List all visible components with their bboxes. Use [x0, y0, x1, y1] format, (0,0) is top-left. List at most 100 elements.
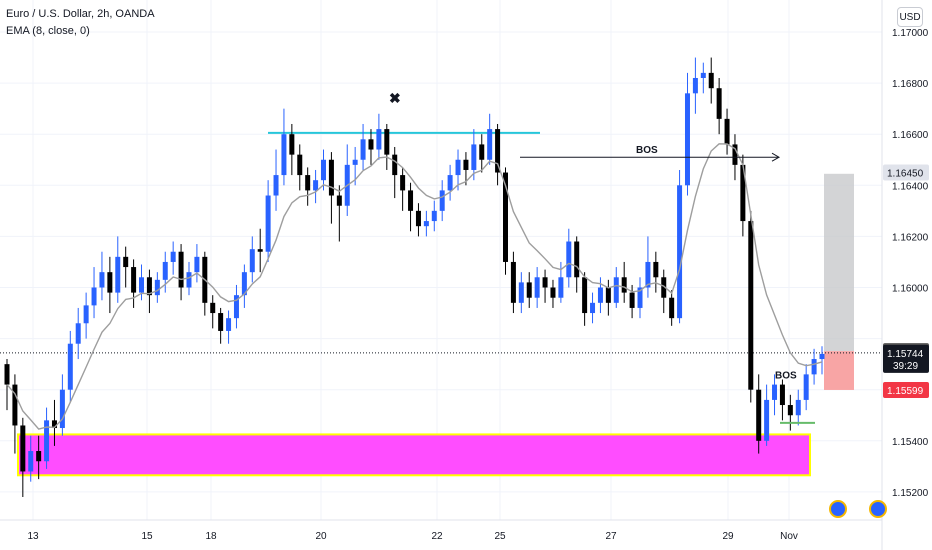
price-tick-label: 1.16200	[892, 232, 929, 243]
bos-label: BOS	[636, 145, 658, 156]
candle-body	[582, 277, 588, 314]
candle-body	[700, 72, 706, 78]
time-tick-label: Nov	[780, 531, 798, 542]
candle-body	[811, 359, 817, 375]
candle-body	[328, 159, 334, 196]
candle-body	[289, 134, 295, 155]
candle-body	[305, 175, 311, 191]
candle-body	[748, 221, 754, 390]
symbol-title[interactable]: Euro / U.S. Dollar, 2h, OANDA	[6, 8, 155, 20]
price-tick-label: 1.16800	[892, 79, 929, 90]
candle-body	[677, 185, 683, 319]
candle-body	[146, 277, 152, 296]
candle-body	[732, 144, 738, 165]
candle-body	[376, 129, 382, 150]
candle-body	[400, 175, 406, 191]
candle-body	[44, 420, 50, 462]
candle-body	[803, 374, 809, 400]
candle-body	[265, 195, 271, 252]
demand-zone[interactable]	[17, 433, 811, 477]
candle-body	[241, 272, 247, 296]
candle-body	[384, 129, 390, 155]
candle-body	[226, 318, 232, 331]
candle-body	[107, 272, 113, 293]
candle-body	[479, 144, 485, 160]
candle-body	[162, 261, 168, 280]
candle-body	[502, 172, 508, 262]
candle-body	[12, 384, 18, 426]
candle-body	[154, 279, 160, 296]
time-tick-label: 22	[431, 531, 443, 542]
price-tag-text: 1.15744	[887, 349, 924, 360]
price-tick-label: 1.15200	[892, 488, 929, 499]
time-tick-label: 20	[315, 531, 327, 542]
candle-body	[28, 451, 34, 472]
price-tick-label: 1.17000	[892, 28, 929, 39]
price-tag-dark[interactable]	[883, 344, 929, 373]
candle-body	[51, 420, 57, 429]
candle-body	[526, 282, 532, 298]
time-tick-label: 18	[205, 531, 217, 542]
candle-body	[273, 175, 279, 196]
candle-body	[542, 277, 548, 288]
candle-body	[645, 261, 651, 288]
candle-body	[131, 267, 137, 293]
target-zone[interactable]	[824, 173, 854, 352]
candle-body	[764, 399, 770, 441]
candle-body	[423, 221, 429, 227]
candle-body	[613, 277, 619, 303]
economic-event-icon[interactable]	[829, 500, 847, 518]
candle-body	[233, 295, 239, 319]
candle-body	[724, 118, 730, 145]
candle-body	[471, 144, 477, 170]
price-tick-label: 1.16000	[892, 284, 929, 295]
candle-body	[653, 261, 659, 278]
countdown-text: 39:29	[893, 361, 918, 372]
price-tag-light[interactable]	[883, 164, 929, 181]
candle-body	[352, 159, 358, 165]
candle-body	[463, 159, 469, 170]
candle-body	[637, 287, 643, 308]
candle-body	[447, 175, 453, 191]
candle-body	[661, 277, 667, 298]
candle-body	[67, 343, 73, 390]
candle-body	[708, 72, 714, 89]
candle-body	[194, 256, 200, 273]
ema-line	[6, 143, 823, 430]
candle-body	[819, 353, 825, 360]
price-tag-red[interactable]	[883, 381, 929, 398]
candle-body	[510, 261, 516, 303]
candle-body	[178, 251, 184, 288]
candle-body	[139, 277, 145, 293]
stop-zone[interactable]	[824, 351, 854, 390]
candle-body	[360, 139, 366, 160]
bos-arrow-head	[771, 152, 781, 162]
candle-body	[368, 139, 374, 150]
candle-body	[756, 389, 762, 441]
candle-body	[99, 272, 105, 288]
candle-body	[313, 180, 319, 191]
time-tick-label: 29	[722, 531, 734, 542]
economic-event-icon[interactable]	[869, 500, 887, 518]
indicator-title[interactable]: EMA (8, close, 0)	[6, 25, 90, 37]
candle-body	[115, 256, 121, 293]
candle-body	[336, 195, 342, 206]
candle-body	[574, 241, 580, 278]
candle-body	[36, 451, 42, 462]
candle-body	[455, 159, 461, 176]
price-tag-text: 1.15599	[887, 386, 924, 397]
candle-body	[558, 277, 564, 298]
candle-body	[779, 384, 785, 406]
candle-body	[249, 249, 255, 273]
candle-body	[740, 164, 746, 222]
candle-body	[692, 77, 698, 94]
candle-body	[210, 302, 216, 314]
candle-body	[392, 154, 398, 176]
price-tick-label: 1.16400	[892, 181, 929, 192]
candle-body	[597, 287, 603, 303]
currency-button[interactable]: USD	[897, 7, 923, 27]
candle-body	[495, 129, 501, 173]
time-tick-label: 15	[141, 531, 153, 542]
candle-body	[684, 93, 690, 186]
